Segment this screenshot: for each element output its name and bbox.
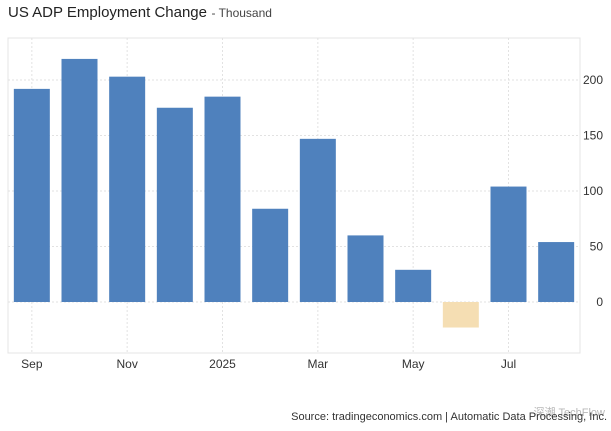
bar-2025 [204, 96, 241, 303]
bar-jul [490, 186, 527, 302]
bar-aug [538, 242, 575, 302]
x-tick-label: Sep [21, 357, 43, 371]
watermark: 深潮 TechFlow [533, 407, 605, 419]
y-tick-label: 50 [590, 240, 604, 254]
vertical-gridlines [31, 38, 509, 353]
x-tick-label: Mar [307, 357, 328, 371]
chart-subtitle: - Thousand [211, 6, 272, 20]
bar-apr [347, 235, 384, 302]
x-tick-label: Nov [116, 357, 137, 371]
bar-sep [13, 88, 50, 302]
bars [13, 58, 575, 328]
chart-title: US ADP Employment Change - Thousand [8, 4, 272, 22]
source-text: Source: tradingeconomics.com | Automatic… [291, 411, 607, 423]
bar-jun [442, 302, 479, 328]
x-tick-label: 2025 [209, 357, 236, 371]
y-tick-label: 200 [583, 73, 603, 87]
bar-nov [109, 76, 146, 302]
y-tick-label: 100 [583, 184, 603, 198]
horizontal-gridlines [8, 79, 580, 303]
bar-mar [299, 138, 336, 302]
y-tick-label: 0 [596, 295, 603, 309]
x-axis-labels: Sep Nov 2025 Mar May Jul [21, 357, 516, 371]
y-axis-labels: 0 50 100 150 200 [583, 73, 603, 309]
bar-oct [61, 58, 98, 302]
chart-title-main: US ADP Employment Change [8, 4, 207, 21]
x-tick-label: May [402, 357, 425, 371]
bar-feb [252, 208, 289, 302]
bar-dec [156, 107, 193, 302]
bar-may [395, 269, 432, 302]
y-tick-label: 150 [583, 129, 603, 143]
x-tick-label: Jul [501, 357, 516, 371]
plot-frame [7, 37, 581, 354]
